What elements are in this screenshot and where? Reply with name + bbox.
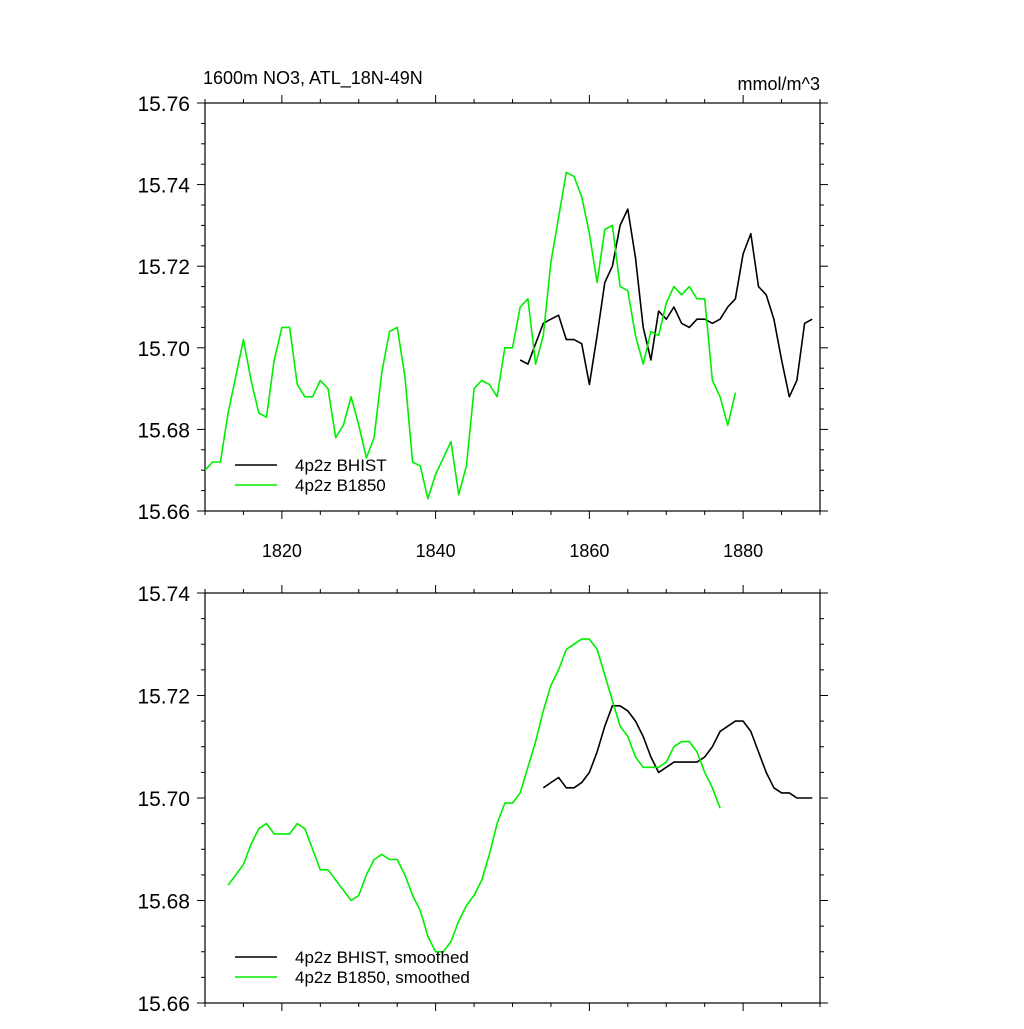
chart-panel-2 <box>197 585 828 1011</box>
x-tick-label: 1860 <box>569 541 609 561</box>
y-tick-label: 15.70 <box>137 788 190 811</box>
series-line-bhist <box>542 704 813 799</box>
x-tick-label: 1880 <box>723 541 763 561</box>
x-tick-label: 1820 <box>262 541 302 561</box>
y-tick-label: 15.66 <box>137 993 190 1016</box>
legend-label: 4p2z BHIST, smoothed <box>295 948 469 967</box>
chart-panel-1 <box>197 95 828 519</box>
series-line-b1850 <box>204 171 737 500</box>
y-tick-label: 15.74 <box>137 583 190 606</box>
legend-label: 4p2z B1850 <box>295 476 386 495</box>
chart-title: 1600m NO3, ATL_18N-49N <box>203 68 423 89</box>
legend-label: 4p2z B1850, smoothed <box>295 968 470 987</box>
y-tick-label: 15.68 <box>137 891 190 914</box>
units-label: mmol/m^3 <box>738 74 820 94</box>
y-tick-label: 15.76 <box>137 93 190 116</box>
x-tick-label: 1840 <box>416 541 456 561</box>
y-tick-label: 15.68 <box>137 419 190 442</box>
series-line-b1850 <box>227 638 721 953</box>
y-tick-label: 15.66 <box>137 501 190 524</box>
y-tick-label: 15.74 <box>137 175 190 198</box>
y-tick-label: 15.72 <box>137 256 190 279</box>
plot-frame <box>204 592 821 1004</box>
y-tick-label: 15.70 <box>137 338 190 361</box>
y-tick-label: 15.72 <box>137 686 190 709</box>
series-line-bhist <box>519 208 813 398</box>
legend-label: 4p2z BHIST <box>295 456 387 475</box>
